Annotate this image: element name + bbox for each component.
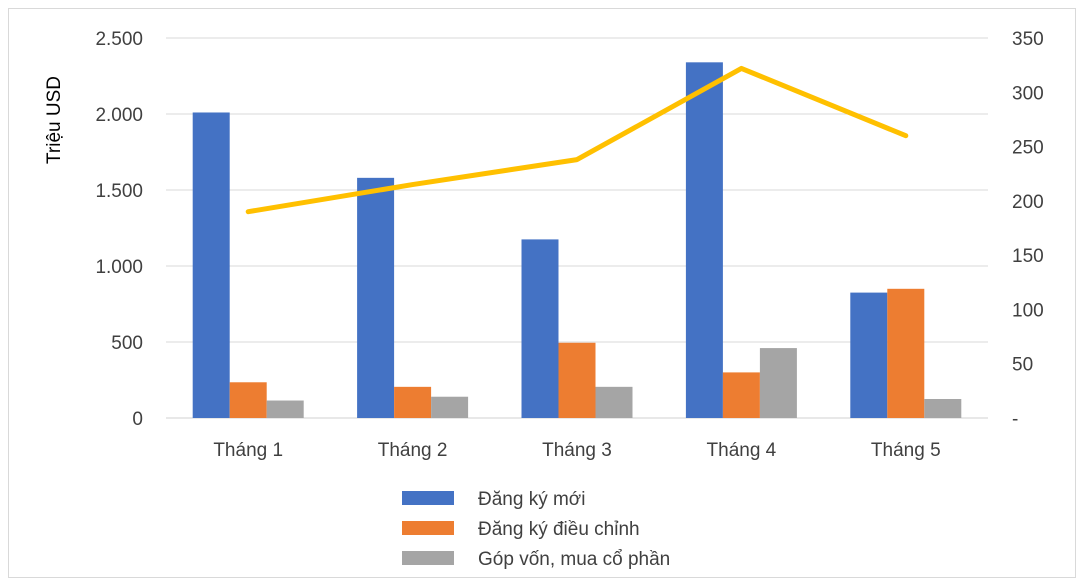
y2-tick-label: 150 <box>1012 246 1044 267</box>
x-tick-label: Tháng 1 <box>213 440 283 461</box>
bar <box>722 372 760 418</box>
y-tick-label: 500 <box>111 333 143 354</box>
y2-tick-label: - <box>1012 409 1018 430</box>
bar <box>850 292 888 418</box>
bar <box>394 386 432 418</box>
legend-label: Góp vốn, mua cổ phần <box>478 549 670 570</box>
bar <box>357 177 395 418</box>
legend-label: Đăng ký điều chỉnh <box>478 519 640 540</box>
y2-tick-label: 250 <box>1012 138 1044 159</box>
line-series <box>245 65 909 215</box>
y2-tick-label: 100 <box>1012 300 1044 321</box>
bar <box>558 342 596 418</box>
legend-label: Đăng ký mới <box>478 489 586 510</box>
y-tick-label: 1.500 <box>95 181 143 202</box>
y2-tick-label: 200 <box>1012 192 1044 213</box>
legend-swatch <box>402 551 454 565</box>
legend-swatch <box>402 521 454 535</box>
bar <box>431 396 469 418</box>
x-tick-label: Tháng 4 <box>707 440 777 461</box>
y-tick-label: 0 <box>132 409 143 430</box>
y-tick-label: 1.000 <box>95 257 143 278</box>
bar <box>521 239 559 418</box>
bar <box>595 386 633 418</box>
legend: Đăng ký mới Đăng ký điều chỉnh Góp vốn, mu… <box>402 489 670 570</box>
line-series <box>245 65 909 215</box>
bar <box>924 399 962 418</box>
x-tick-label: Tháng 3 <box>542 440 612 461</box>
bar <box>887 288 925 418</box>
y2-tick-label: 50 <box>1012 355 1033 376</box>
y2-tick-label: 350 <box>1012 29 1044 50</box>
axis-labels: 0 500 1.000 1.500 2.000 2.500 - 50 100 150 200 250 3… <box>95 29 1043 461</box>
x-tick-label: Tháng 5 <box>871 440 941 461</box>
bars <box>192 62 962 418</box>
y-axis-title: Triệu USD <box>44 76 65 164</box>
bar <box>685 62 723 418</box>
bar <box>192 112 230 418</box>
y-tick-label: 2.500 <box>95 29 143 50</box>
y2-tick-label: 300 <box>1012 83 1044 104</box>
bar <box>759 348 797 418</box>
legend-swatch <box>402 491 454 505</box>
x-tick-label: Tháng 2 <box>378 440 448 461</box>
bar <box>266 400 304 418</box>
y-tick-label: 2.000 <box>95 105 143 126</box>
bar <box>229 382 267 418</box>
